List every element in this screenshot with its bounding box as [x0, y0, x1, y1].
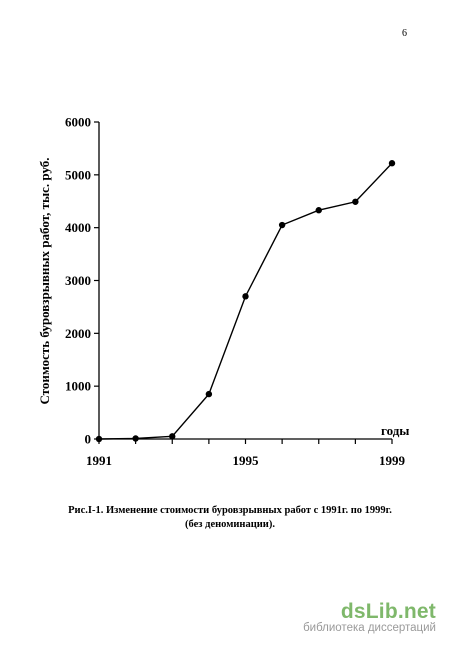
data-point [205, 390, 213, 398]
y-tick-label: 5000 [65, 167, 91, 182]
data-point [352, 198, 359, 205]
chart-series [95, 160, 396, 443]
chart-axes: 0 1000 2000 3000 4000 5000 6000 1991 1995 1999 [65, 115, 406, 469]
caption-line-2: (без деноминации). [185, 519, 275, 530]
watermark-logo: dsLib.net [340, 600, 436, 623]
y-axis-title: Стоимость буровзрывных работ, тыс. руб. [37, 157, 52, 404]
y-tick-label: 2000 [65, 326, 91, 341]
caption-line-1: Рис.I-1. Изменение стоимости буровзрывны… [68, 505, 392, 516]
y-tick-label: 6000 [65, 115, 91, 130]
watermark-subtitle: библиотека диссертаций [303, 622, 436, 634]
y-tick-label: 3000 [65, 273, 91, 288]
data-point [278, 221, 286, 229]
figure-caption: Рис.I-1. Изменение стоимости буровзрывны… [28, 504, 432, 532]
series-line [98, 162, 393, 440]
y-tick-label: 1000 [65, 379, 91, 394]
data-point [169, 433, 176, 440]
data-point [315, 207, 322, 214]
x-tick-label: 1995 [233, 453, 260, 468]
y-tick-label: 4000 [65, 220, 91, 235]
x-axis-title: годы [381, 423, 409, 438]
page-number: 6 [402, 28, 407, 39]
x-tick-label: 1999 [379, 453, 406, 468]
y-tick-label: 0 [85, 432, 92, 447]
data-point [242, 293, 249, 300]
data-point [388, 160, 396, 167]
watermark: dsLib.net библиотека диссертаций [303, 600, 436, 634]
data-point [132, 435, 139, 442]
data-point [95, 435, 103, 443]
x-tick-label: 1991 [86, 453, 112, 468]
